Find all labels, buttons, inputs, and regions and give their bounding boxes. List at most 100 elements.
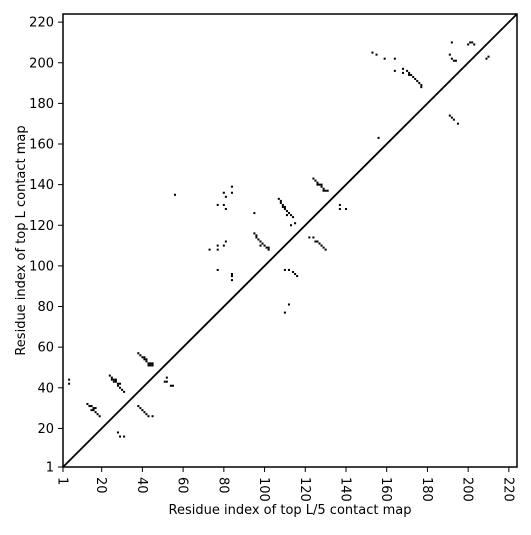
- contact-point-upper: [259, 244, 262, 247]
- contact-point-upper: [471, 41, 474, 44]
- y-tick-label: 80: [37, 300, 54, 315]
- contact-point-upper: [467, 43, 470, 46]
- contact-point-lower: [296, 275, 299, 278]
- contact-point-upper: [316, 183, 319, 186]
- contact-point-lower: [308, 236, 311, 239]
- contact-point-upper: [418, 82, 421, 85]
- contact-point-lower: [151, 415, 154, 418]
- contact-point-upper: [116, 384, 119, 387]
- contact-point-lower: [320, 244, 323, 247]
- contact-point-upper: [267, 246, 270, 249]
- contact-point-upper: [375, 53, 378, 56]
- contact-point-upper: [137, 352, 140, 355]
- contact-point-upper: [322, 189, 325, 192]
- contact-point-upper: [285, 210, 288, 213]
- contact-point-lower: [145, 413, 148, 416]
- contact-point-upper: [414, 77, 417, 81]
- contact-point-upper: [316, 181, 319, 184]
- contact-point-upper: [147, 362, 150, 365]
- contact-point-lower: [139, 407, 142, 410]
- contact-point-lower: [163, 380, 166, 383]
- y-tick-label: 140: [29, 178, 54, 193]
- contact-point-lower: [165, 380, 168, 383]
- contact-point-upper: [279, 201, 282, 204]
- contact-point-upper: [401, 71, 405, 74]
- y-tick-label: 180: [29, 97, 54, 112]
- contact-point-upper: [123, 435, 126, 438]
- contact-point-upper: [281, 203, 284, 206]
- contact-point-upper: [149, 362, 152, 365]
- contact-point-upper: [116, 431, 119, 434]
- contact-point-upper: [94, 411, 97, 414]
- x-tick-label: 200: [460, 477, 475, 502]
- contact-point-upper: [253, 212, 256, 215]
- x-tick-label: 60: [175, 477, 190, 494]
- contact-point-upper: [208, 248, 211, 251]
- y-tick-label: 220: [29, 16, 54, 31]
- contact-point-upper: [110, 376, 113, 379]
- contact-point-upper: [292, 216, 295, 219]
- x-tick-label: 140: [337, 477, 352, 502]
- contact-point-upper: [452, 59, 455, 62]
- contact-point-upper: [257, 238, 260, 241]
- contact-point-lower: [456, 122, 459, 125]
- contact-point-upper: [473, 43, 476, 46]
- contact-point-upper: [294, 222, 297, 225]
- contact-point-upper: [224, 207, 227, 211]
- contact-point-upper: [267, 248, 270, 251]
- contact-point-upper: [96, 413, 99, 416]
- contact-point-lower: [316, 240, 319, 243]
- plot-frame: [62, 13, 518, 468]
- contact-point-lower: [314, 240, 317, 243]
- y-tick-label: 100: [29, 259, 54, 274]
- contact-point-lower: [312, 236, 315, 239]
- contact-point-lower: [230, 273, 233, 276]
- contact-point-upper: [222, 244, 225, 247]
- contact-point-upper: [255, 236, 258, 239]
- contact-point-upper: [412, 75, 415, 78]
- contact-point-upper: [253, 232, 256, 235]
- x-tick-label: 1: [55, 477, 70, 485]
- contact-point-upper: [222, 203, 225, 206]
- contact-point-upper: [326, 189, 329, 192]
- contact-point-lower: [292, 270, 295, 274]
- contact-point-lower: [287, 303, 290, 306]
- y-axis-label: Residue index of top L contact map: [14, 125, 29, 355]
- contact-point-upper: [112, 380, 115, 383]
- contact-point-lower: [294, 273, 297, 276]
- contact-point-upper: [143, 358, 146, 361]
- contact-point-upper: [277, 197, 280, 200]
- contact-point-upper: [290, 214, 293, 217]
- contact-point-upper: [485, 57, 488, 60]
- contact-point-upper: [147, 364, 150, 367]
- contact-point-upper: [92, 409, 95, 412]
- contact-point-upper: [143, 356, 146, 359]
- x-tick-label: 220: [500, 477, 515, 502]
- contact-point-upper: [90, 405, 93, 408]
- y-tick-label: 200: [29, 56, 54, 71]
- contact-point-upper: [420, 86, 423, 89]
- contact-point-lower: [338, 207, 341, 211]
- contact-point-lower: [450, 116, 453, 119]
- contact-point-upper: [173, 193, 176, 196]
- contact-point-upper: [420, 84, 423, 87]
- contact-point-upper: [68, 382, 71, 385]
- contact-point-upper: [320, 183, 323, 186]
- contact-point-upper: [314, 179, 317, 182]
- contact-point-upper: [318, 183, 321, 186]
- contact-point-upper: [123, 390, 126, 393]
- contact-point-lower: [322, 246, 325, 249]
- contact-point-lower: [147, 415, 150, 418]
- x-axis-label: Residue index of top L/5 contact map: [169, 503, 412, 518]
- contact-point-lower: [324, 248, 327, 251]
- contact-point-upper: [393, 57, 396, 60]
- y-tick-label: 40: [37, 381, 54, 396]
- contact-point-upper: [118, 386, 122, 389]
- contact-point-upper: [371, 51, 374, 54]
- contact-point-upper: [108, 374, 111, 377]
- contact-point-upper: [283, 207, 286, 211]
- contact-point-upper: [263, 244, 266, 247]
- contact-point-upper: [112, 378, 115, 381]
- contact-point-upper: [324, 189, 327, 192]
